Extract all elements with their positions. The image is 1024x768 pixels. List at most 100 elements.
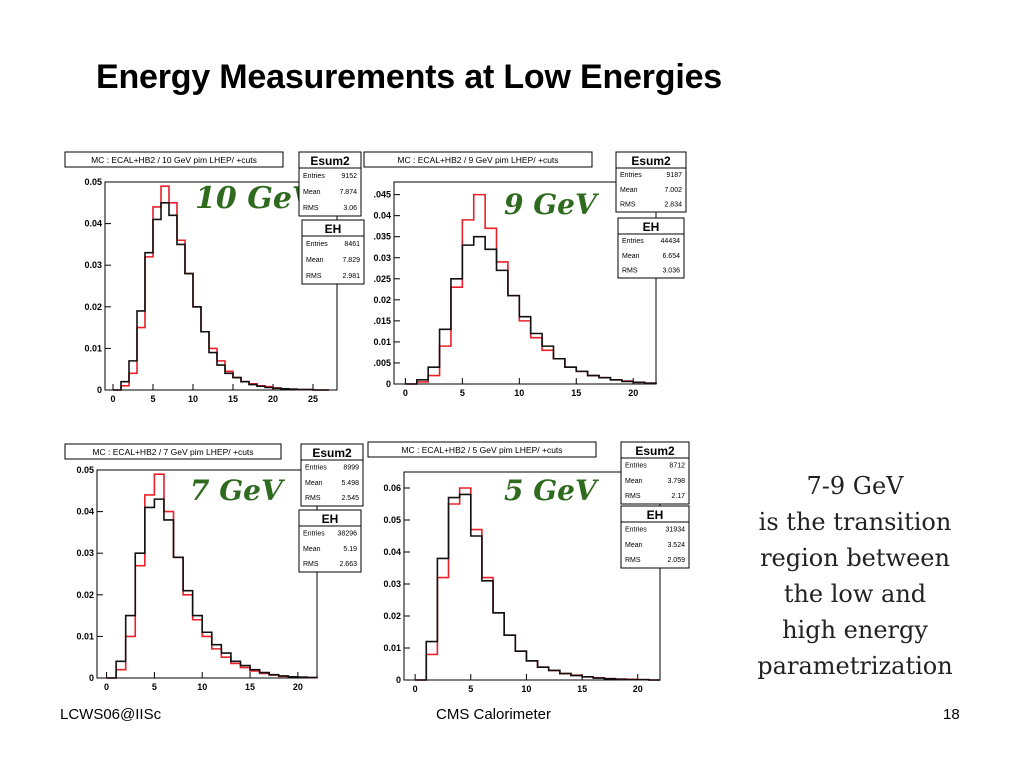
plot-frame [393,181,657,385]
x-tick-label: 15 [577,684,587,694]
stats-row-label: RMS [622,267,638,274]
stats-row-value: 2.981 [342,273,360,280]
y-tick-label: 0.01 [373,337,391,347]
histogram-title-box [363,151,593,168]
x-tick-label: 25 [308,394,318,404]
stats-box [617,217,685,279]
energy-label: 5 GeV [504,474,600,507]
note-line: high energy [782,616,928,644]
stats-name: Esum2 [631,154,671,168]
footer-topic: CMS Calorimeter [436,706,552,723]
y-tick-label: 0.02 [76,590,94,600]
stats-row-label: Mean [303,546,321,553]
stats-box [620,441,690,505]
stats-row-label: Entries [305,465,327,472]
stats-row-label: Entries [303,173,325,180]
stats-row-value: 5.498 [341,480,359,487]
stats-row-label: Mean [303,189,321,196]
y-tick-label: 0.04 [76,507,94,517]
stats-row-value: 9152 [341,173,357,180]
x-tick-label: 20 [268,394,278,404]
plot-frame [104,181,338,391]
y-tick-label: 0.03 [76,548,94,558]
stats-name: EH [643,220,660,234]
y-tick-label: 0.01 [383,643,401,653]
stats-name: Esum2 [310,154,350,168]
stats-row-label: RMS [625,557,641,564]
histogram-title: MC : ECAL+HB2 / 9 GeV pim LHEP/ +cuts [397,155,558,165]
histogram-5gev: 0 0.01 0.02 0.03 0.04 0.05 0.06 0 5 10 15 20 MC : EC… [367,441,690,694]
histogram-panel-9gev: 0 .005 0.01 .015 0.02 .025 0.03 .035 0.04 .045 0 5 1… [363,151,687,404]
y-tick-label: 0.03 [373,253,391,263]
histogram-series-eh [405,235,657,385]
y-tick-label: 0.02 [383,611,401,621]
stats-row-value: 8461 [344,241,360,248]
stats-name: Esum2 [312,446,352,460]
stats-row-label: RMS [620,201,636,208]
stats-row-value: 8999 [343,465,359,472]
x-tick-label: 5 [460,388,465,398]
histogram-9gev: 0 .005 0.01 .015 0.02 .025 0.03 .035 0.04 .045 0 5 1… [363,151,687,398]
energy-label: 10 GeV [195,181,318,216]
stats-row-label: RMS [303,205,319,212]
x-tick-label: 0 [403,388,408,398]
histogram-title-box [367,441,597,458]
y-tick-label: 0.04 [383,547,401,557]
y-tick-label: 0.05 [383,515,401,525]
stats-row-value: 5.19 [343,546,357,553]
y-tick-label: 0.06 [383,483,401,493]
stats-row-label: Mean [625,542,643,549]
y-tick-label: 0 [89,673,94,683]
histogram-7gev: 0 0.01 0.02 0.03 0.04 0.05 0 5 10 15 20 MC : ECAL+H… [64,443,364,692]
histogram-10gev: 0 0.01 0.02 0.03 0.04 0.05 0 5 10 15 20 25 MC : ECAL… [64,151,365,404]
note-line: 7-9 GeV [806,472,904,500]
histogram-title-box [64,443,282,460]
x-tick-label: 20 [633,684,643,694]
energy-label: 7 GeV [190,474,286,507]
x-tick-label: 15 [228,394,238,404]
y-tick-label: .035 [373,232,391,242]
y-tick-label: 0.01 [84,343,102,353]
stats-row-value: 7.874 [339,189,357,196]
stats-row-value: 7.002 [664,187,682,194]
x-tick-label: 15 [571,388,581,398]
x-tick-label: 10 [197,682,207,692]
histogram-panel-10gev: 0 0.01 0.02 0.03 0.04 0.05 0 5 10 15 20 25 MC : ECAL… [64,151,365,404]
stats-row-value: 3.524 [667,542,685,549]
x-tick-label: 0 [110,394,115,404]
plot-frame [403,471,661,681]
y-tick-label: 0.03 [84,260,102,270]
y-tick-label: .045 [373,190,391,200]
x-tick-label: 15 [245,682,255,692]
stats-name: Esum2 [635,444,675,458]
x-tick-label: 0 [104,682,109,692]
stats-row-value: 44434 [661,238,681,245]
histogram-panel-7gev: 0 0.01 0.02 0.03 0.04 0.05 0 5 10 15 20 MC : ECAL+H… [64,440,364,692]
y-tick-label: 0.01 [76,631,94,641]
x-tick-label: 10 [521,684,531,694]
stats-row-value: 2.834 [664,201,682,208]
note-line: the low and [783,580,927,608]
histogram-panel-5gev: 0 0.01 0.02 0.03 0.04 0.05 0.06 0 5 10 15 20 MC : EC… [364,440,692,694]
energy-label: 9 GeV [504,188,600,221]
stats-row-label: Mean [305,480,323,487]
histogram-title-box [64,151,284,168]
y-tick-label: 0.04 [84,219,102,229]
x-tick-label: 5 [152,682,157,692]
histogram-title: MC : ECAL+HB2 / 7 GeV pim LHEP/ +cuts [92,447,253,457]
stats-box [615,151,687,213]
stats-row-label: RMS [625,493,641,500]
stats-name: EH [647,508,664,522]
histogram-series-eh [106,498,318,679]
footer-page-number: 18 [943,706,960,723]
histogram-series-eh [415,493,660,681]
stats-row-value: 2.17 [671,493,685,500]
y-tick-label: 0 [97,385,102,395]
stats-box [300,443,364,507]
y-tick-label: 0.02 [84,302,102,312]
y-tick-label: 0 [396,675,401,685]
stats-row-value: 2.663 [339,561,357,568]
note-line: is the transition [758,508,952,536]
y-tick-label: 0.05 [84,177,102,187]
y-tick-label: 0.03 [383,579,401,589]
